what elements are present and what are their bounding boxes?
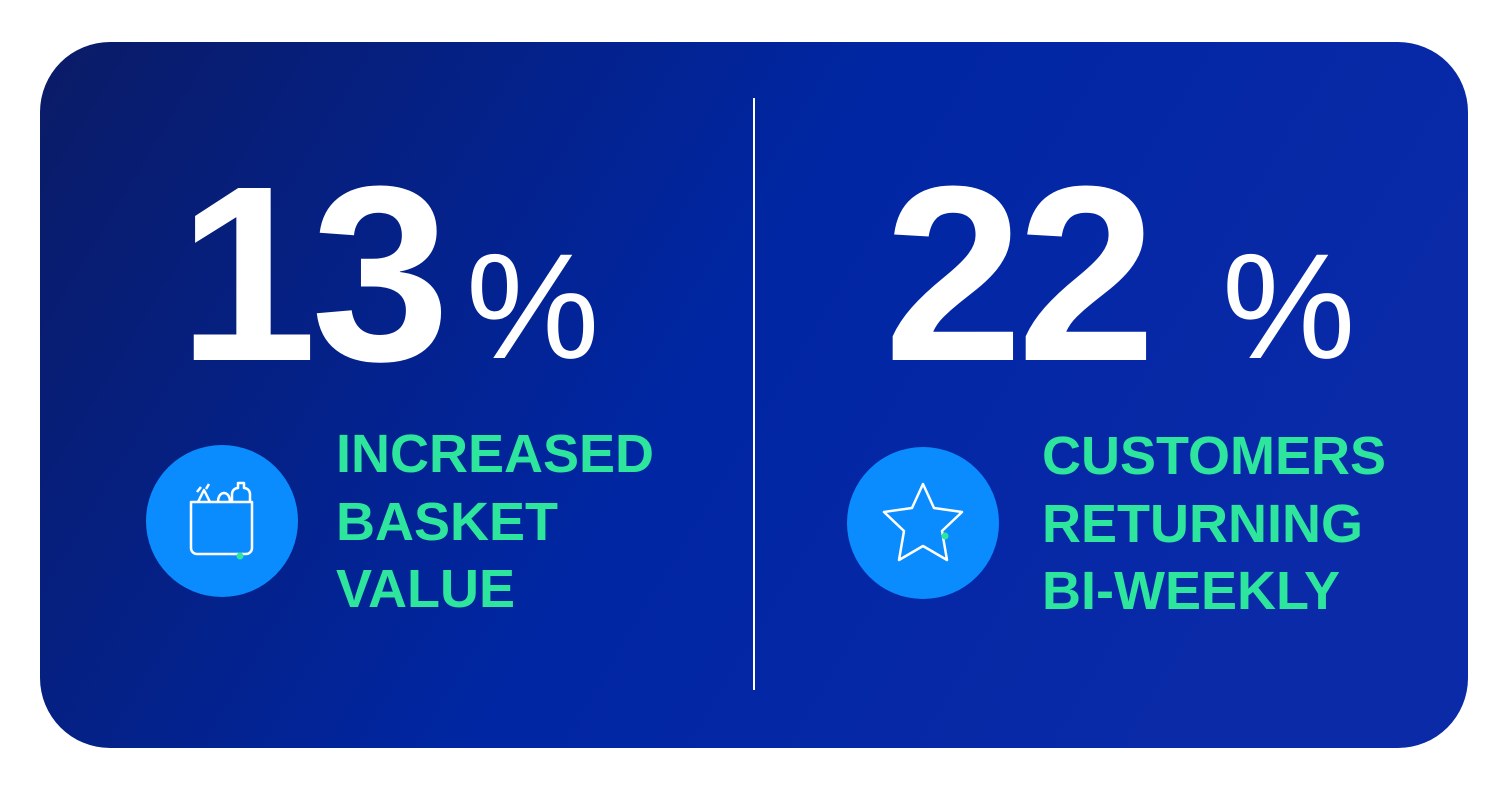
stat-label: BI-WEEKLY [1042,561,1340,621]
stat-unit: % [466,222,599,390]
basket-icon [146,445,298,597]
stat-unit: % [1222,222,1355,390]
stat-label: INCREASED [336,424,654,484]
stat-label: RETURNING [1042,494,1363,554]
stat-label: CUSTOMERS [1042,426,1386,486]
stat-value: 22 [884,134,1150,413]
stat-label: BASKET [336,492,558,552]
star-icon [847,447,999,599]
stat-label: VALUE [336,559,515,619]
stat-value: 13 [178,134,444,413]
